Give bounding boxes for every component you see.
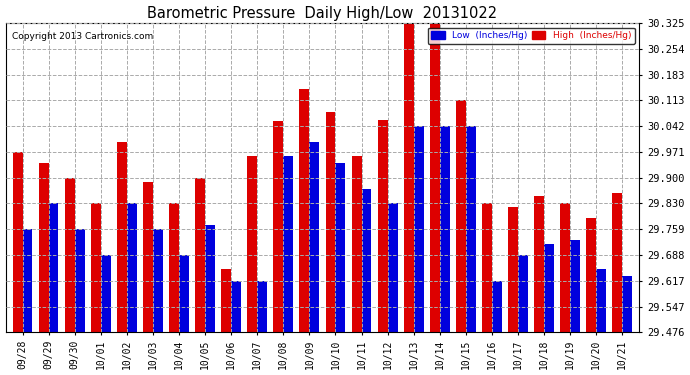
Bar [117, 141, 127, 332]
Bar [362, 189, 371, 332]
Bar [257, 281, 267, 332]
Bar [326, 112, 335, 332]
Bar [352, 156, 362, 332]
Bar [466, 126, 476, 332]
Bar [39, 163, 48, 332]
Legend: Low  (Inches/Hg), High  (Inches/Hg): Low (Inches/Hg), High (Inches/Hg) [428, 28, 635, 44]
Bar [179, 255, 189, 332]
Bar [492, 281, 502, 332]
Bar [508, 207, 518, 332]
Bar [560, 204, 570, 332]
Bar [231, 281, 241, 332]
Bar [91, 204, 101, 332]
Bar [169, 204, 179, 332]
Bar [143, 182, 153, 332]
Bar [48, 204, 59, 332]
Bar [622, 276, 632, 332]
Bar [534, 196, 544, 332]
Bar [221, 269, 231, 332]
Bar [456, 100, 466, 332]
Bar [414, 126, 424, 332]
Bar [284, 156, 293, 332]
Bar [247, 156, 257, 332]
Bar [205, 225, 215, 332]
Bar [482, 204, 492, 332]
Bar [544, 243, 554, 332]
Bar [388, 204, 397, 332]
Bar [299, 89, 309, 332]
Bar [440, 126, 450, 332]
Bar [273, 122, 284, 332]
Bar [153, 230, 163, 332]
Text: Copyright 2013 Cartronics.com: Copyright 2013 Cartronics.com [12, 32, 153, 41]
Bar [75, 230, 85, 332]
Bar [518, 255, 528, 332]
Bar [127, 204, 137, 332]
Bar [586, 218, 596, 332]
Bar [65, 178, 75, 332]
Bar [101, 255, 110, 332]
Bar [309, 141, 319, 332]
Title: Barometric Pressure  Daily High/Low  20131022: Barometric Pressure Daily High/Low 20131… [148, 6, 497, 21]
Bar [613, 192, 622, 332]
Bar [570, 240, 580, 332]
Bar [404, 21, 414, 332]
Bar [430, 23, 440, 332]
Bar [23, 230, 32, 332]
Bar [195, 178, 205, 332]
Bar [335, 164, 346, 332]
Bar [596, 269, 607, 332]
Bar [377, 120, 388, 332]
Bar [12, 152, 23, 332]
